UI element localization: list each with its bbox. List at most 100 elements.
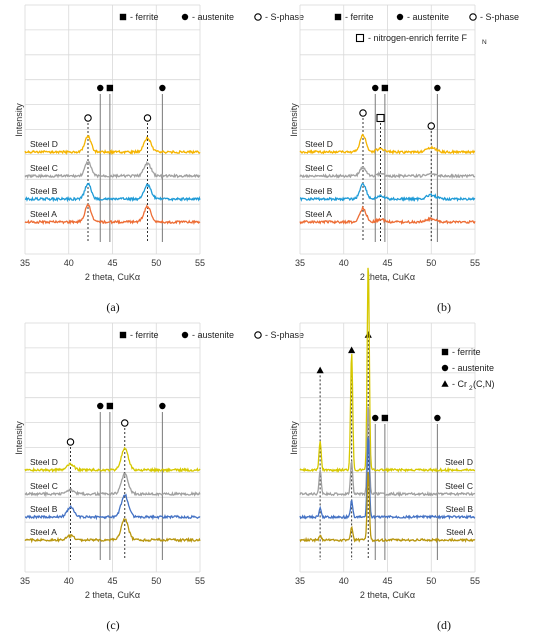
series-line-steel-c [24,471,201,498]
series-label: Steel A [30,209,57,219]
ferrite-marker [381,84,389,92]
x-tick-label: 45 [382,258,392,268]
series-label: Steel A [446,527,473,537]
series-line-steel-d [24,446,201,474]
austenite-marker [372,84,379,92]
series-label: Steel B [30,504,58,514]
series-line-steel-c [299,406,476,498]
x-tick-label: 45 [382,576,392,586]
legend: - ferrite - austenite - S-phase [119,330,304,340]
y-axis-label: Intensity [289,421,299,455]
series-label: Steel A [30,527,57,537]
s-phase-marker [427,122,436,130]
series-label: Steel B [305,186,333,196]
legend-label: - ferrite [130,12,159,22]
series-label: Steel D [30,457,58,467]
legend-circle-filled-icon [441,364,449,372]
series-line-steel-c [299,166,476,180]
series-label: Steel D [445,457,473,467]
chart-panel-b: 35 40 45 50 55 2 theta, CuKα Intensity Steel D S… [289,4,519,314]
s-phase-marker [66,438,75,446]
x-tick-label: 55 [470,258,480,268]
x-axis-label: 2 theta, CuKα [360,590,415,600]
legend-label: - ferrite [452,347,481,357]
x-tick-label: 40 [339,576,349,586]
x-tick-label: 35 [295,258,305,268]
nitrogen-enrich-ferrite-marker [376,113,385,123]
legend-label: - austenite [192,12,234,22]
legend-label-subscript: 2 [469,385,473,392]
legend-label-subscript: N [482,39,487,46]
series-line-steel-a [299,205,476,226]
series-line-steel-b [24,182,201,203]
cr2-c-n--marker [316,366,324,374]
series-line-steel-d [24,134,201,156]
series-line-steel-b [299,182,476,202]
legend-label: - ferrite [345,12,374,22]
s-phase-marker [143,114,152,122]
x-tick-label: 40 [339,258,349,268]
x-tick-label: 55 [470,576,480,586]
x-axis-label: 2 theta, CuKα [360,272,415,282]
series-label: Steel D [30,139,58,149]
series-label: Steel A [305,209,332,219]
chart-panel-a: 35 40 45 50 55 2 theta, CuKα Intensity Steel D S… [14,4,304,314]
legend: - ferrite - austenite - S-phase [119,12,304,22]
legend-triangle-filled-icon [441,380,449,387]
austenite-marker [97,402,104,410]
series-line-steel-d [299,133,476,155]
s-phase-marker [359,109,367,117]
x-tick-label: 55 [195,258,205,268]
series-label: Steel C [445,481,473,491]
legend-label: - S-phase [265,330,304,340]
legend-circle-filled-icon [396,13,404,21]
austenite-marker [434,414,441,422]
s-phase-marker [84,114,92,122]
legend-square-filled-icon [119,331,127,339]
x-tick-label: 45 [107,576,117,586]
x-tick-label: 50 [151,576,161,586]
legend: - ferrite - austenite - S-phase - nitrogen-… [334,12,519,46]
chart-panel-c: 35 40 45 50 55 2 theta, CuKα Intensity Steel D S… [14,322,304,632]
series-line-steel-b [299,437,476,521]
legend-label: - S-phase [265,12,304,22]
series-label: Steel B [446,504,474,514]
x-tick-label: 40 [64,258,74,268]
chart-panel-d: 35 40 45 50 55 2 theta, CuKα Intensity Steel D S… [289,267,495,632]
legend-circle-filled-icon [181,331,189,339]
s-phase-marker [121,419,129,427]
series-line-steel-a [24,518,201,544]
austenite-marker [372,414,379,422]
panel-caption: (a) [106,300,119,314]
series-line-steel-b [24,493,201,521]
ferrite-marker [381,414,389,422]
y-axis-label: Intensity [289,103,299,137]
legend-label: - austenite [407,12,449,22]
x-tick-label: 50 [151,258,161,268]
legend-square-open-icon [355,33,365,43]
panel-caption: (b) [437,300,451,314]
legend-circle-open-icon [254,331,262,339]
ferrite-marker [106,84,114,92]
x-tick-label: 55 [195,576,205,586]
legend-circle-open-icon [469,13,477,21]
series-label: Steel B [30,186,58,196]
legend-square-filled-icon [441,348,449,356]
y-axis-label: Intensity [14,421,24,455]
legend-label: - nitrogen-enrich ferrite F [368,33,468,43]
legend-circle-open-icon [254,13,262,21]
x-axis-label: 2 theta, CuKα [85,590,140,600]
legend-label: - Cr [452,379,467,389]
x-tick-label: 45 [107,258,117,268]
legend-label: - ferrite [130,330,159,340]
legend-label: - S-phase [480,12,519,22]
x-tick-label: 50 [426,576,436,586]
cr2-c-n--marker [364,331,372,338]
series-label: Steel C [30,163,58,173]
series-label: Steel C [305,163,333,173]
series-line-steel-a [299,471,476,544]
series-line-steel-a [24,202,201,226]
x-tick-label: 35 [295,576,305,586]
x-axis-label: 2 theta, CuKα [85,272,140,282]
